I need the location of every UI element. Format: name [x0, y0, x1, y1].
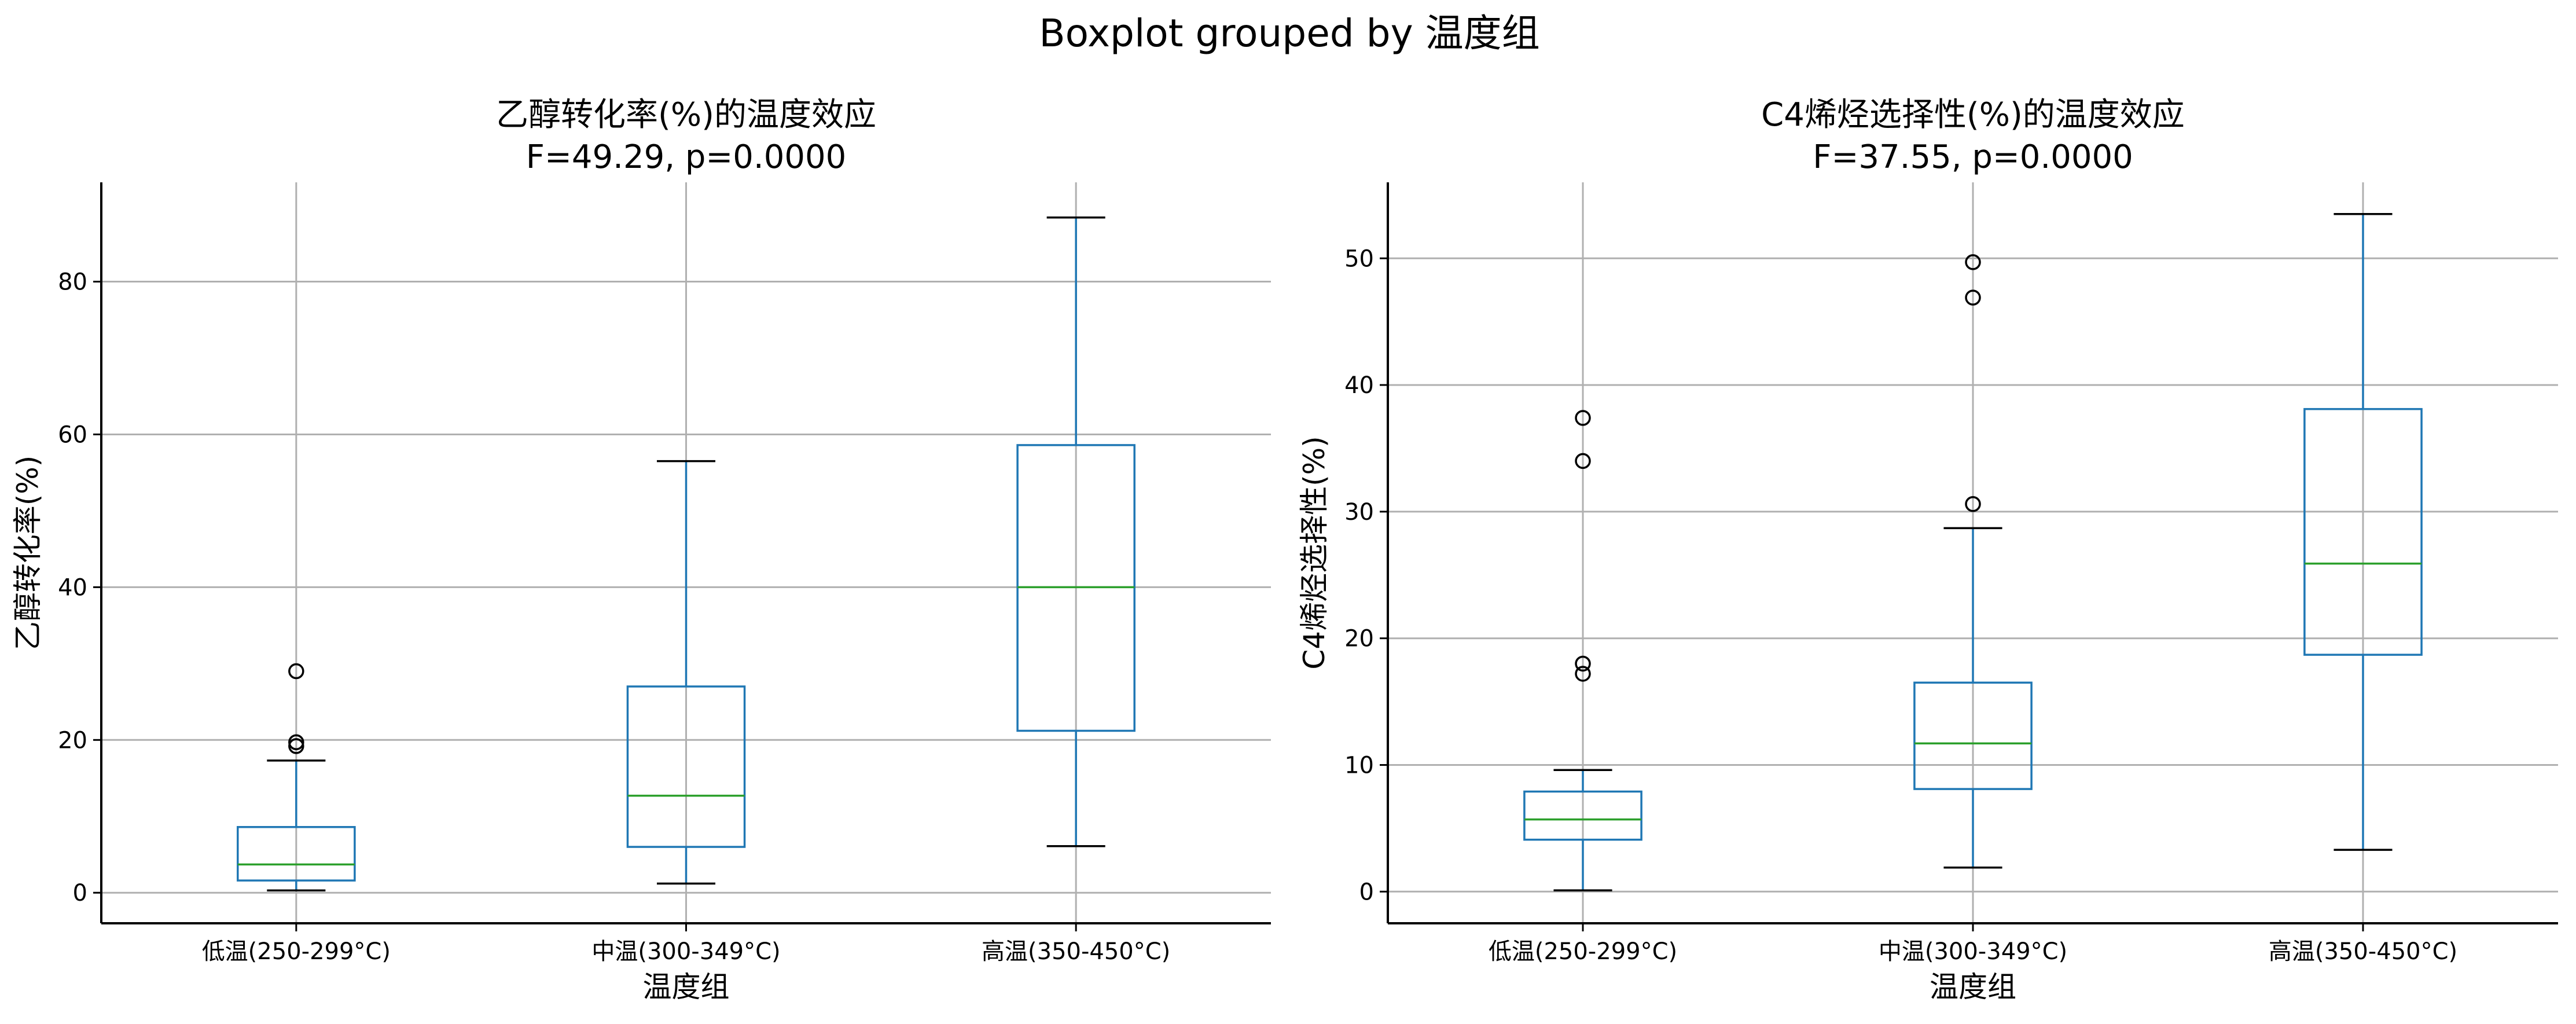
outlier-point	[1965, 289, 1981, 306]
y-tick-label: 20	[1344, 626, 1374, 652]
box-2	[626, 460, 746, 885]
y-tick-label: 20	[58, 727, 87, 754]
outlier-point	[1575, 666, 1591, 682]
outlier-point	[288, 734, 304, 751]
box-2	[1913, 254, 2033, 869]
outlier-point	[1575, 453, 1591, 469]
outlier-point	[288, 663, 304, 680]
outlier-point	[1965, 496, 1981, 512]
chart-subtitle: F=49.29, p=0.0000	[526, 138, 846, 176]
y-tick-label: 0	[1359, 879, 1374, 905]
y-tick-label: 60	[58, 421, 87, 448]
y-tick-label: 0	[73, 880, 87, 906]
box-1	[1523, 410, 1642, 891]
y-tick-label: 80	[58, 269, 87, 296]
chart-subtitle: F=37.55, p=0.0000	[1813, 138, 2133, 176]
outlier-point	[1965, 254, 1981, 270]
box-iqr	[1913, 681, 2033, 790]
y-tick-label: 10	[1344, 752, 1374, 779]
box-3	[2303, 212, 2423, 851]
box-iqr	[2303, 408, 2423, 656]
x-axis-label: 温度组	[1930, 970, 2016, 1004]
box-iqr	[626, 685, 746, 848]
x-tick-label: 中温(300-349°C)	[1879, 938, 2067, 965]
box-1	[237, 663, 356, 892]
y-tick-label: 40	[58, 574, 87, 601]
x-tick-label: 中温(300-349°C)	[591, 938, 780, 965]
box-iqr	[1523, 790, 1642, 841]
outlier-point	[1575, 410, 1591, 426]
x-tick-label: 高温(350-450°C)	[982, 938, 1170, 965]
y-axis-label: C4烯烃选择性(%)	[1298, 436, 1331, 669]
chart-panel-1: 乙醇转化率(%)的温度效应 F=49.29, p=0.0000 0 20 40 60 80 低…	[11, 96, 1271, 1004]
figure-suptitle: Boxplot grouped by 温度组	[1039, 11, 1539, 56]
x-tick-label: 低温(250-299°C)	[1489, 938, 1677, 965]
chart-panel-2: C4烯烃选择性(%)的温度效应 F=37.55, p=0.0000 0 10 20 30 4…	[1298, 96, 2558, 1004]
y-tick-label: 40	[1344, 372, 1374, 399]
x-tick-label: 低温(250-299°C)	[202, 938, 391, 965]
outlier-point	[1575, 655, 1591, 672]
box-iqr	[237, 825, 356, 882]
y-axis-label: 乙醇转化率(%)	[11, 456, 45, 651]
chart-title: 乙醇转化率(%)的温度效应	[496, 96, 876, 134]
box-3	[1016, 216, 1136, 847]
y-tick-label: 30	[1344, 499, 1374, 526]
x-tick-label: 高温(350-450°C)	[2269, 938, 2457, 965]
x-axis-label: 温度组	[643, 970, 730, 1004]
chart-title: C4烯烃选择性(%)的温度效应	[1761, 96, 2185, 134]
y-tick-label: 50	[1344, 245, 1374, 272]
